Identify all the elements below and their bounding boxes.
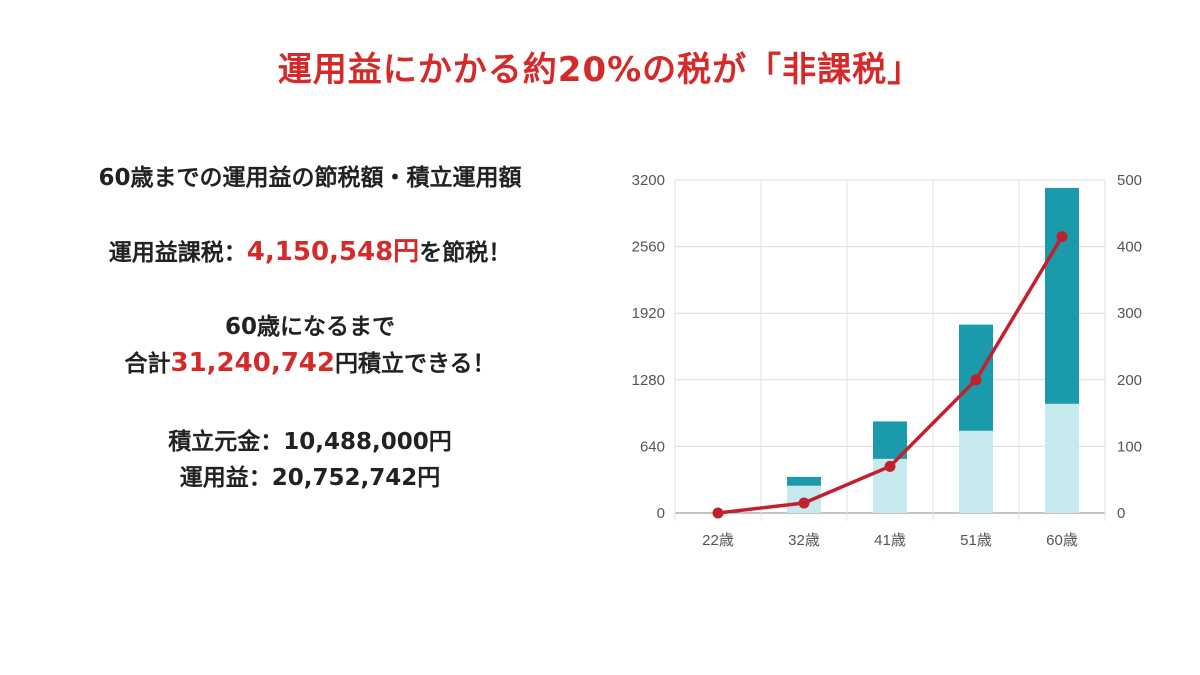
combo-chart: 0 640 1280 1920 2560 3200 0 100 200 300 400 500 22歳 3… [632,172,1142,549]
y-right-tick-label: 0 [1117,505,1125,522]
y-left-tick-label: 1280 [632,372,665,389]
line-point [970,374,982,386]
y-right-tick-label: 400 [1117,239,1142,256]
total-line: 合計31,240,742円積立できる！ [0,345,620,382]
principal-line: 積立元金：10,488,000円 [168,429,452,455]
x-tick-label: 41歳 [874,532,906,549]
page-title: 運用益にかかる約20%の税が「非課税」 [277,50,923,90]
line-point [1056,231,1068,243]
y-right-tick-label: 100 [1117,438,1142,455]
bar-principal [1045,403,1079,513]
summary-heading: 60歳までの運用益の節税額・積立運用額 [98,165,522,191]
line-point [884,460,896,472]
total-amount: 31,240,742 [170,348,335,378]
y-left-tick-label: 640 [640,438,665,455]
x-tick-label: 60歳 [1046,532,1078,549]
profit-line: 運用益：20,752,742円 [179,465,441,491]
tax-suffix: を節税！ [419,240,512,266]
bar-profit [1045,187,1079,404]
bar-principal [959,430,993,513]
tax-amount: 4,150,548円 [246,237,420,267]
tax-saving-line: 運用益課税：4,150,548円を節税！ [0,234,620,271]
y-left-tick-label: 0 [657,505,665,522]
y-right-tick-label: 300 [1117,305,1142,322]
total-suffix: 円積立できる！ [334,351,496,377]
y-right-tick-label: 500 [1117,172,1142,189]
summary-panel: 60歳までの運用益の節税額・積立運用額 運用益課税：4,150,548円を節税！… [0,160,620,496]
tax-prefix: 運用益課税： [108,240,247,266]
y-left-tick-label: 3200 [632,172,665,189]
age-line: 60歳になるまで [224,314,395,340]
line-point [712,507,724,519]
x-tick-label: 22歳 [702,532,734,549]
y-left-tick-label: 2560 [632,239,665,256]
y-left-tick-label: 1920 [632,305,665,322]
y-right-tick-label: 200 [1117,372,1142,389]
x-tick-label: 51歳 [960,532,992,549]
line-point [798,497,810,509]
bar-profit [787,476,821,486]
total-prefix: 合計 [124,351,171,377]
x-tick-label: 32歳 [788,532,820,549]
